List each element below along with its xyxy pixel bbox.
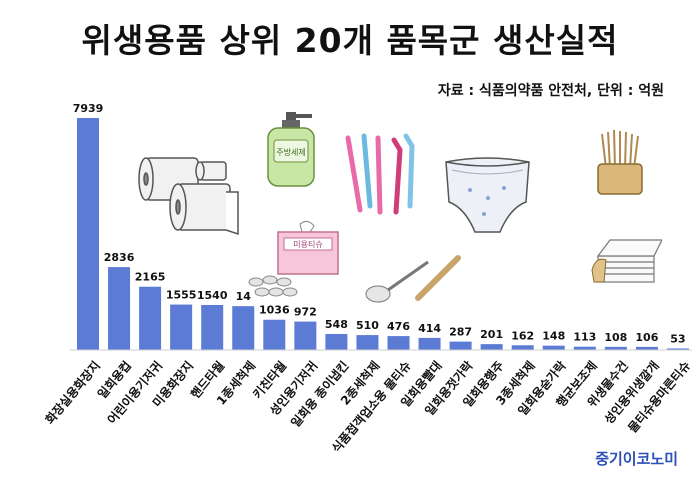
data-label-4: 1555 bbox=[166, 289, 197, 302]
bar-10 bbox=[356, 335, 379, 350]
data-label-16: 148 bbox=[542, 330, 565, 343]
data-label-8: 972 bbox=[294, 306, 317, 319]
bar-1 bbox=[77, 118, 99, 350]
spoon-knife-icon bbox=[365, 255, 461, 303]
data-label-3: 2165 bbox=[135, 271, 166, 284]
bar-15 bbox=[511, 345, 534, 350]
data-label-10: 510 bbox=[356, 319, 379, 332]
cups-icon bbox=[248, 275, 298, 297]
data-label-6: 14 bbox=[236, 290, 252, 303]
bar-12 bbox=[418, 337, 441, 350]
data-label-1: 7939 bbox=[73, 102, 104, 115]
data-label-19: 106 bbox=[635, 331, 658, 344]
bar-11 bbox=[387, 336, 410, 350]
bar-3 bbox=[139, 286, 162, 350]
bar-14 bbox=[480, 344, 503, 350]
source-note: 자료 : 식품의약품 안전처, 단위 : 억원 bbox=[437, 83, 664, 99]
tissue-box-label: 미용티슈 bbox=[293, 240, 322, 249]
bar-2 bbox=[108, 267, 131, 350]
toilet-paper-icon bbox=[138, 157, 239, 236]
data-label-15: 162 bbox=[511, 329, 534, 342]
bar-17 bbox=[573, 346, 596, 350]
data-label-20: 53 bbox=[670, 332, 685, 345]
data-label-7: 1036 bbox=[259, 304, 290, 317]
bar-7 bbox=[263, 319, 286, 350]
bar-9 bbox=[325, 333, 348, 350]
diaper-icon bbox=[445, 157, 530, 233]
bar-16 bbox=[542, 345, 565, 350]
data-label-17: 113 bbox=[573, 331, 596, 344]
bar-18 bbox=[604, 346, 627, 350]
soap-label: 주방세제 bbox=[276, 147, 305, 157]
brand-logo-text: 중기이코노미 bbox=[595, 450, 678, 468]
bar-5 bbox=[201, 304, 224, 350]
data-label-5: 1540 bbox=[197, 289, 228, 302]
soap-bottle-icon: 주방세제 bbox=[267, 112, 315, 187]
straws-icon bbox=[345, 133, 415, 215]
data-label-11: 476 bbox=[387, 320, 410, 333]
bar-20 bbox=[666, 348, 689, 350]
bar-4 bbox=[170, 304, 193, 350]
chart-title: 위생용품 상위 20개 품목군 생산실적 bbox=[81, 21, 619, 60]
data-label-14: 201 bbox=[480, 328, 503, 341]
data-label-18: 108 bbox=[604, 331, 627, 344]
chopsticks-icon bbox=[597, 129, 643, 195]
tissue-box-icon: 미용티슈 bbox=[277, 220, 339, 275]
bar-6 bbox=[232, 306, 255, 350]
napkin-stack-icon bbox=[591, 239, 662, 283]
data-label-2: 2836 bbox=[104, 251, 135, 264]
data-label-12: 414 bbox=[418, 322, 441, 335]
data-label-9: 548 bbox=[325, 318, 348, 331]
data-label-13: 287 bbox=[449, 326, 472, 339]
bar-19 bbox=[635, 346, 658, 350]
bar-8 bbox=[294, 321, 317, 350]
bar-13 bbox=[449, 341, 472, 350]
